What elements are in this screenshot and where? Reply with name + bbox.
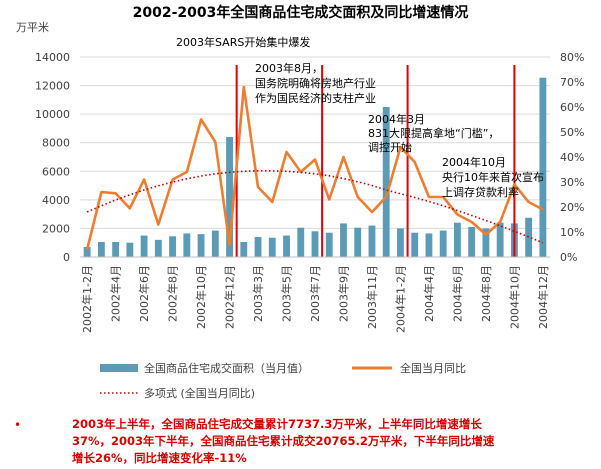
x-tick-label: 2004年8月: [479, 265, 493, 322]
left-tick-label: 8000: [42, 137, 70, 150]
bar: [482, 228, 490, 257]
bar: [468, 227, 476, 257]
annotation-line: 国务院明确将房地产行业: [255, 76, 376, 90]
legend-swatch-bars: [100, 364, 138, 372]
note-text: 2003年上半年，全国商品住宅成交量累计7737.3万平米，上半年同比增速增长3…: [72, 417, 495, 465]
x-tick-label: 2003年3月: [251, 265, 265, 322]
legend-label-line: 全国当月同比: [400, 361, 466, 375]
bar: [97, 242, 105, 257]
annotation-line: 作为国民经济的支柱产业: [255, 91, 376, 105]
right-tick-label: 80%: [560, 51, 584, 64]
right-tick-label: 70%: [560, 76, 584, 89]
bar: [183, 233, 191, 257]
right-tick-label: 60%: [560, 101, 584, 114]
bar: [226, 137, 233, 257]
x-tick-label: 2004年6月: [450, 265, 464, 322]
annotation-line: 2004年10月: [442, 155, 506, 169]
bar: [439, 230, 447, 257]
bar: [425, 233, 433, 257]
annotation-line: 2003年SARS开始集中爆发: [176, 35, 310, 49]
left-tick-label: 2000: [42, 222, 70, 235]
bar: [411, 232, 419, 257]
annotation-line: 2003年8月，: [255, 61, 323, 75]
left-tick-label: 10000: [35, 108, 70, 121]
bar: [211, 230, 219, 257]
left-tick-label: 14000: [35, 51, 70, 64]
x-tick-label: 2003年9月: [336, 265, 350, 322]
x-tick-label: 2004年10月: [507, 265, 521, 329]
axes: 万平米 0 2000 4000 6000 8000 10000 12000 14000 0% 10%…: [16, 21, 584, 333]
yoy-line: [85, 85, 544, 250]
bar: [311, 231, 319, 257]
note-bullet: •: [14, 418, 22, 432]
right-tick-label: 50%: [560, 126, 584, 139]
bar: [496, 222, 504, 257]
legend-label-bars: 全国商品住宅成交面积（当月值）: [144, 361, 309, 375]
bar-series: [83, 77, 547, 257]
left-tick-label: 4000: [42, 194, 70, 207]
annotation-line: 上调存贷款利率: [442, 185, 519, 199]
bar: [382, 107, 390, 257]
annotation-line: 831大限提高拿地“门槛”，: [368, 126, 499, 140]
x-tick-label: 2002年1-2月: [80, 265, 94, 333]
trend-line: [86, 170, 544, 244]
bar: [126, 242, 134, 257]
left-tick-label: 6000: [42, 165, 70, 178]
bar: [169, 236, 176, 257]
line-series: [85, 85, 544, 250]
annotation-line: 2004年3月: [368, 112, 425, 126]
left-axis-unit: 万平米: [16, 21, 49, 34]
bar: [525, 217, 533, 257]
bar: [140, 235, 148, 257]
bar: [197, 234, 205, 257]
bar: [112, 242, 120, 257]
right-tick-label: 40%: [560, 151, 584, 164]
annotation-line: 调控开始: [368, 140, 412, 154]
x-tick-label: 2003年7月: [308, 265, 322, 322]
x-tick-label: 2002年8月: [166, 265, 180, 322]
bar: [297, 227, 305, 257]
bar: [454, 222, 461, 257]
right-tick-label: 20%: [560, 201, 584, 214]
bar: [354, 227, 362, 257]
bar: [240, 242, 248, 257]
bar: [340, 223, 347, 257]
chart-title: 2002-2003年全国商品住宅成交面积及同比增速情况: [132, 5, 469, 21]
annotation-line: 央行10年来首次宣布: [442, 170, 544, 184]
bar: [83, 247, 91, 257]
x-tick-label: 2002年10月: [194, 265, 208, 329]
x-tick-label: 2003年11月: [365, 265, 379, 329]
right-tick-label: 0%: [560, 251, 577, 264]
bar: [539, 77, 547, 257]
annotations: 2003年SARS开始集中爆发 2003年8月，国务院明确将房地产行业作为国民经济…: [176, 35, 544, 199]
bar: [283, 235, 290, 257]
x-tick-label: 2002年6月: [137, 265, 151, 322]
x-tick-label: 2002年12月: [223, 265, 237, 329]
right-tick-label: 30%: [560, 176, 584, 189]
x-tick-label: 2004年12月: [536, 265, 550, 329]
bar: [325, 232, 333, 257]
x-tick-label: 2004年1-2月: [393, 265, 407, 333]
legend-label-trend: 多项式 (全国当月同比): [144, 386, 255, 400]
bar: [368, 225, 376, 257]
x-tick-label: 2003年5月: [280, 265, 294, 322]
left-tick-label: 12000: [35, 80, 70, 93]
bar: [254, 237, 262, 257]
x-tick-label: 2004年4月: [422, 265, 436, 322]
right-tick-label: 10%: [560, 226, 584, 239]
bar: [154, 239, 162, 257]
x-tick-label: 2002年4月: [109, 265, 123, 322]
bar: [397, 228, 404, 257]
left-tick-label: 0: [63, 251, 70, 264]
bar: [268, 237, 276, 257]
